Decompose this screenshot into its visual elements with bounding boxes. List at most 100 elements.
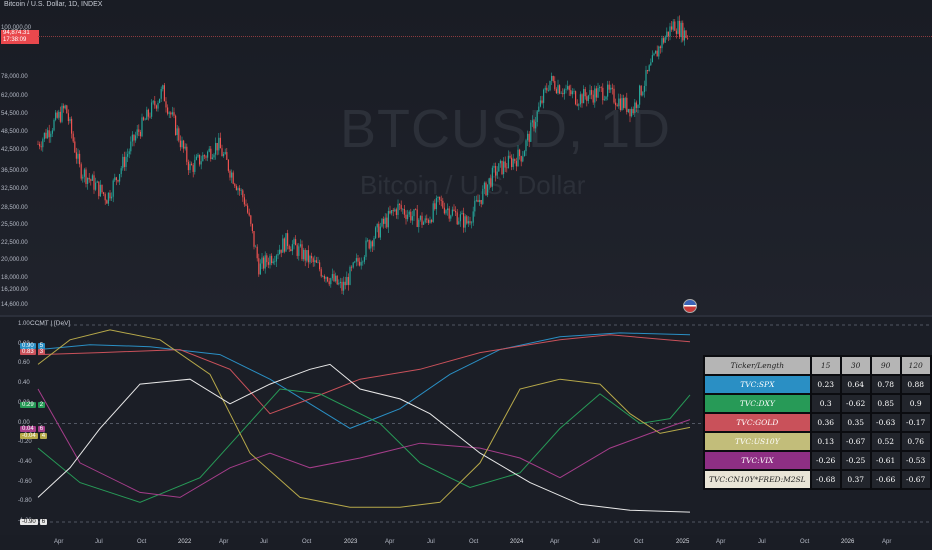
- ticker-cell: TVC:DXY: [703, 393, 812, 414]
- candle-body: [381, 218, 383, 227]
- candle-body: [290, 249, 292, 252]
- indicator-tick-label: 0.40: [18, 380, 30, 387]
- candle-body: [485, 182, 487, 196]
- indicator-tick-label: 0.00: [18, 419, 30, 426]
- chart-title[interactable]: Bitcoin / U.S. Dollar, 1D, INDEX: [4, 1, 103, 8]
- candle-body: [402, 209, 404, 210]
- candle-body: [667, 31, 669, 37]
- candle-body: [160, 89, 162, 99]
- current-price-value: 94,874.31: [3, 30, 30, 36]
- price-candles[interactable]: [0, 0, 932, 315]
- price-tick-label: 16,200.00: [1, 287, 28, 293]
- candle-body: [211, 157, 213, 160]
- candle-body: [461, 213, 463, 215]
- candle-body: [504, 161, 506, 168]
- candle-body: [466, 216, 468, 224]
- candle-body: [653, 53, 655, 56]
- candle-body: [261, 257, 263, 264]
- candle-body: [570, 90, 572, 95]
- candle-body: [357, 258, 359, 262]
- time-tick-label: Oct: [302, 539, 312, 545]
- correlation-value-cell: -0.67: [899, 469, 932, 490]
- price-tick-label: 14,600.00: [1, 302, 28, 308]
- time-axis[interactable]: [0, 535, 932, 550]
- candle-body: [221, 148, 223, 157]
- candle-body: [317, 262, 319, 264]
- candle-body: [506, 167, 508, 169]
- candle-body: [522, 156, 524, 162]
- candle-body: [440, 199, 442, 201]
- candle-body: [514, 158, 516, 162]
- correlation-value-cell: -0.63: [869, 412, 902, 433]
- candle-body: [312, 258, 314, 263]
- price-tick-label: 25,500.00: [1, 222, 28, 228]
- candle-body: [127, 154, 129, 157]
- candle-body: [186, 146, 188, 162]
- candle-body: [48, 130, 50, 138]
- candle-body: [450, 215, 452, 219]
- candle-body: [594, 88, 596, 103]
- candle-body: [474, 200, 476, 212]
- candle-body: [397, 203, 399, 215]
- correlation-lines[interactable]: [0, 317, 932, 535]
- candle-body: [179, 140, 181, 148]
- candle-body: [331, 274, 333, 279]
- candle-body: [235, 186, 237, 191]
- candle-body: [306, 250, 308, 261]
- candle-body: [544, 87, 546, 90]
- candle-body: [343, 281, 345, 291]
- candle-body: [674, 21, 676, 31]
- candle-body: [426, 218, 428, 220]
- indicator-tick-label: -0.60: [18, 478, 32, 485]
- time-tick-label: Oct: [634, 539, 644, 545]
- candle-body: [651, 55, 653, 63]
- candle-body: [592, 94, 594, 103]
- time-tick-label: 2022: [178, 539, 192, 545]
- indicator-badge: 0.04 6: [20, 417, 46, 435]
- candle-body: [255, 246, 257, 248]
- pane-separator[interactable]: [0, 315, 932, 317]
- correlation-series-line: [37, 329, 691, 508]
- candle-body: [224, 152, 226, 154]
- candle-body: [309, 255, 311, 263]
- candle-body: [475, 199, 477, 201]
- dividends-flag-icon[interactable]: [683, 299, 697, 313]
- candle-body: [579, 94, 581, 105]
- candle-body: [53, 119, 55, 131]
- candle-body: [141, 117, 143, 137]
- badge-tag: 3: [37, 349, 46, 355]
- candle-body: [256, 246, 258, 259]
- candle-body: [576, 104, 578, 106]
- candle-body: [103, 192, 105, 195]
- candle-body: [274, 261, 276, 263]
- indicator-title[interactable]: CCMT | [DeV]: [30, 320, 71, 327]
- candle-body: [271, 255, 273, 264]
- candle-body: [251, 223, 253, 232]
- candle-body: [56, 112, 58, 118]
- price-tick-label: 20,000.00: [1, 257, 28, 263]
- candle-body: [405, 214, 407, 220]
- candle-body: [207, 151, 209, 158]
- candle-body: [263, 257, 265, 269]
- candle-body: [621, 98, 623, 111]
- candle-body: [80, 164, 82, 179]
- candle-body: [543, 89, 545, 103]
- candle-body: [384, 217, 386, 224]
- candle-body: [568, 86, 570, 91]
- candle-body: [168, 112, 170, 114]
- candle-body: [247, 205, 249, 213]
- badge-tag: 2: [37, 402, 46, 408]
- badge-value: 0.90: [20, 343, 36, 349]
- candle-body: [245, 204, 247, 206]
- candle-body: [682, 22, 684, 41]
- candle-body: [608, 84, 610, 90]
- time-tick-label: 2024: [510, 539, 524, 545]
- candle-body: [296, 245, 298, 256]
- candle-body: [71, 118, 73, 134]
- candle-body: [429, 220, 431, 223]
- price-pane[interactable]: [0, 0, 932, 315]
- indicator-badge: 0.29 2: [20, 393, 46, 411]
- time-tick-label: Jul: [260, 539, 268, 545]
- candle-body: [157, 102, 159, 109]
- candle-body: [279, 249, 281, 255]
